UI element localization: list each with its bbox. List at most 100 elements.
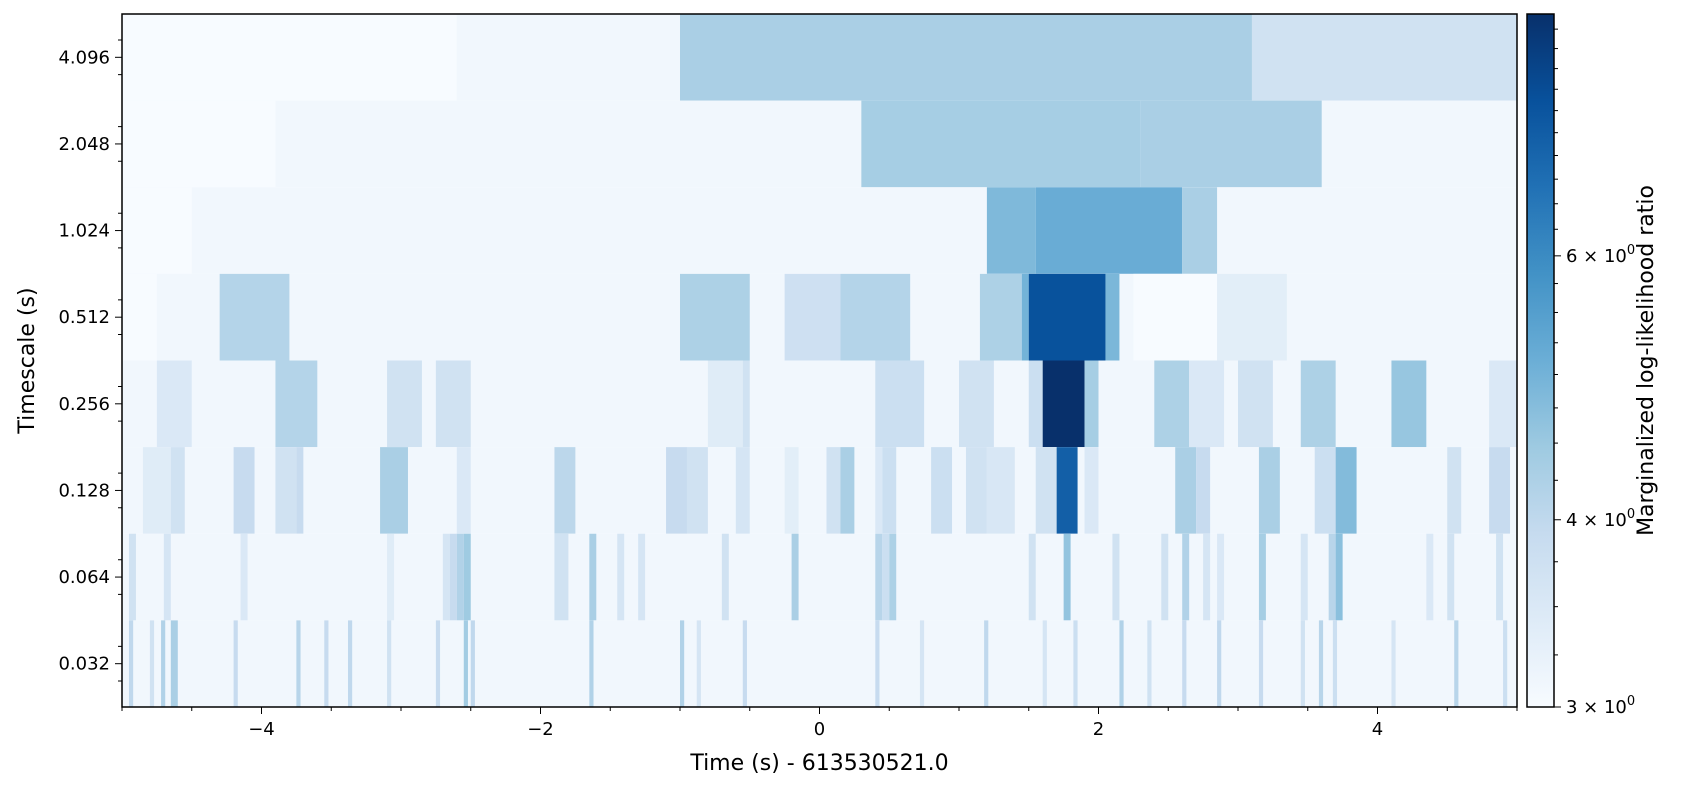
heatmap-row-background (122, 360, 1517, 448)
heatmap-cell (1318, 620, 1324, 707)
heatmap-cell (959, 360, 994, 448)
heatmap-cell (456, 14, 680, 101)
colorbar-title: Marginalized log-likelihood ratio (1634, 185, 1659, 536)
heatmap-cell (470, 620, 475, 707)
heatmap-cell (163, 533, 171, 621)
heatmap-cell (1447, 533, 1455, 621)
y-tick-label: 0.064 (58, 567, 110, 588)
x-axis-title: Time (s) - 613530521.0 (689, 751, 948, 776)
heatmap-cell (554, 533, 569, 621)
heatmap-cell (742, 360, 750, 448)
heatmap-cell (435, 360, 471, 448)
heatmap-cell (1084, 447, 1099, 534)
heatmap-cell (170, 447, 185, 534)
heatmap-cell (1314, 447, 1336, 534)
heatmap-cell (1238, 360, 1273, 448)
heatmap-cell (1332, 620, 1338, 707)
heatmap-cell (666, 447, 687, 534)
heatmap-cell (1182, 533, 1190, 621)
heatmap-cell (1084, 360, 1099, 448)
heatmap-cell (1300, 533, 1308, 621)
heatmap-cell (1489, 360, 1517, 448)
heatmap-cell (161, 620, 166, 707)
heatmap-cell (840, 447, 855, 534)
heatmap-cell (1140, 100, 1322, 188)
x-tick-label: −2 (527, 719, 554, 740)
heatmap-cell (875, 360, 925, 448)
heatmap-cell (142, 447, 171, 534)
heatmap-row-background (122, 620, 1517, 707)
heatmap-cell (240, 533, 248, 621)
heatmap-cell (1147, 620, 1152, 707)
heatmap-cell (1035, 447, 1057, 534)
heatmap-cell (463, 620, 468, 707)
heatmap-cell (296, 447, 304, 534)
heatmap-cell (840, 273, 911, 361)
x-tick-label: 0 (814, 719, 825, 740)
heatmap-cell (554, 447, 576, 534)
heatmap-cell (686, 447, 708, 534)
heatmap-cell (380, 447, 408, 534)
heatmap-cell (128, 620, 134, 707)
colorbar-tick-label: 3 × 100 (1566, 694, 1635, 718)
heatmap-cell (387, 620, 392, 707)
x-axis: −4 −2 0 2 4 (121, 707, 1518, 740)
heatmap-cell (122, 273, 157, 361)
heatmap-cell (986, 447, 1015, 534)
heatmap-cell (638, 533, 646, 621)
heatmap-cell (680, 620, 685, 707)
heatmap-cell (1251, 14, 1517, 101)
heatmap-cell (296, 620, 301, 707)
colorbar-tick-label: 4 × 100 (1566, 507, 1635, 531)
heatmap-cell (324, 620, 329, 707)
heatmap-cell (784, 273, 841, 361)
heatmap-cell (826, 447, 841, 534)
heatmap-cell (1217, 620, 1222, 707)
heatmap-row-background (122, 447, 1517, 534)
heatmap-cell (1217, 273, 1287, 361)
heatmap-cell (931, 447, 953, 534)
heatmap-cell (1447, 447, 1462, 534)
heatmap-cell (696, 620, 701, 707)
y-tick-label: 1.024 (58, 221, 110, 242)
heatmap-cell (965, 447, 987, 534)
heatmap-cell (456, 533, 464, 621)
heatmap-cell (463, 533, 471, 621)
heatmap-cell (275, 447, 297, 534)
heatmap-cell (1112, 533, 1120, 621)
heatmap-cell (882, 447, 897, 534)
heatmap-cell (1503, 620, 1508, 707)
heatmap-cell (1035, 187, 1183, 274)
heatmap-cell (122, 14, 457, 101)
heatmap-cell (984, 620, 989, 707)
y-tick-label: 0.032 (58, 654, 110, 675)
heatmap-cell (1056, 447, 1078, 534)
heatmap-cell (1189, 360, 1225, 448)
heatmap-cell (122, 187, 192, 274)
heatmap-cell (233, 447, 255, 534)
heatmap-cell (1300, 360, 1336, 448)
x-tick-label: −4 (248, 719, 275, 740)
heatmap-cell (1021, 273, 1029, 361)
heatmap-cell (1335, 533, 1343, 621)
heatmap-cell (1391, 360, 1427, 448)
heatmap-cell (128, 533, 136, 621)
heatmap-cell (219, 273, 290, 361)
heatmap-cell (791, 533, 799, 621)
heatmap-cell (387, 533, 395, 621)
heatmap-cell (1073, 620, 1078, 707)
heatmap-cell (1496, 533, 1504, 621)
x-tick-label: 4 (1372, 719, 1383, 740)
x-tick-label: 2 (1093, 719, 1104, 740)
heatmap-cell (889, 533, 897, 621)
heatmap-cell (1182, 620, 1187, 707)
y-tick-label: 0.128 (58, 480, 110, 501)
heatmap-cell (122, 100, 276, 188)
heatmap-cell (1196, 447, 1211, 534)
heatmap-cell (149, 620, 155, 707)
y-axis: 4.096 2.048 1.024 0.512 0.256 0.128 0.064 0.032 (58, 39, 122, 682)
heatmap-cell (861, 100, 1141, 188)
heatmap-cell (735, 447, 750, 534)
heatmap-cell (1217, 533, 1225, 621)
